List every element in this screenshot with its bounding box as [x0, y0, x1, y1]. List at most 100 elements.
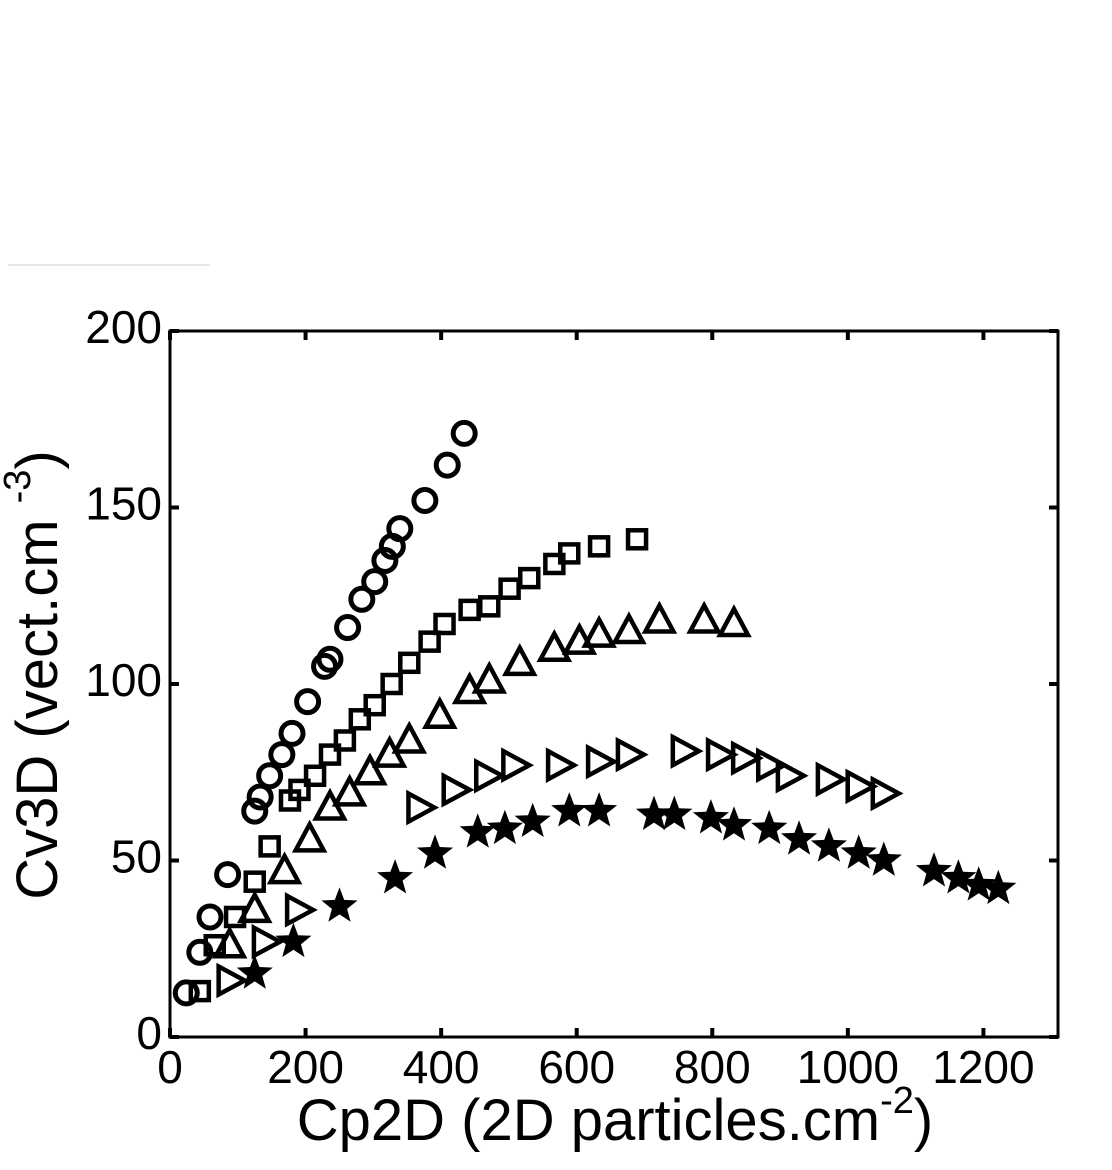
- x-label-end: ): [914, 1088, 933, 1153]
- square-point: [433, 612, 456, 636]
- right-triangle-point: [473, 758, 507, 794]
- square-point: [380, 672, 403, 696]
- x-label-sup: -2: [880, 1080, 914, 1122]
- star-point: [321, 887, 358, 922]
- circle-point: [256, 762, 284, 790]
- star-point: [459, 813, 496, 848]
- star-point: [377, 859, 414, 894]
- circle-point: [411, 486, 439, 514]
- square-point: [333, 729, 357, 752]
- right-triangle-point: [775, 758, 809, 794]
- star-point: [656, 795, 693, 830]
- circle-point: [334, 614, 362, 642]
- circle-point: [433, 451, 461, 479]
- x-tick-label: 800: [674, 1041, 751, 1093]
- square-point: [188, 979, 212, 1003]
- x-tick-label: 0: [157, 1041, 183, 1093]
- star-point: [275, 922, 312, 958]
- right-triangle-point: [284, 892, 318, 928]
- circle-point: [348, 585, 376, 613]
- star-point: [486, 809, 523, 845]
- triangle-point: [536, 628, 573, 662]
- square-point: [318, 743, 342, 766]
- square-point: [518, 566, 541, 590]
- circle-point: [316, 645, 344, 673]
- square-point: [348, 708, 372, 731]
- circle-point: [241, 797, 269, 825]
- star-point: [840, 834, 877, 869]
- square-point: [625, 528, 649, 551]
- star-point: [692, 799, 729, 834]
- star-point: [940, 859, 977, 894]
- triangle-point: [291, 819, 328, 853]
- right-triangle-point: [670, 733, 704, 769]
- triangle-point: [331, 773, 368, 807]
- y-axis-label: Cv3D (vect.cm -3): [0, 450, 70, 900]
- right-triangle-point: [815, 761, 849, 798]
- star-point: [810, 827, 847, 862]
- right-triangle-point: [755, 747, 789, 783]
- star-point: [980, 869, 1017, 905]
- x-label-text: Cp2D (2D particles.cm: [297, 1088, 880, 1153]
- plot-frame: [168, 329, 1060, 1039]
- triangle-point: [686, 600, 722, 634]
- right-triangle-point: [615, 736, 649, 773]
- right-triangle-point: [845, 768, 879, 805]
- y-tick-label: 150: [85, 478, 162, 530]
- y-label-text: Cv3D (vect.cm: [5, 503, 70, 899]
- y-tick-label: 0: [136, 1007, 162, 1059]
- square-point: [398, 651, 421, 675]
- triangle-point: [471, 660, 508, 694]
- circle-point: [386, 515, 414, 543]
- star-point: [915, 852, 952, 887]
- right-triangle-point: [545, 747, 579, 783]
- star-point: [236, 954, 273, 989]
- triangle-point: [502, 643, 538, 677]
- square-point: [458, 598, 481, 622]
- y-tick-label: 100: [85, 654, 162, 706]
- y-tick-label: 200: [85, 301, 162, 353]
- triangle-point: [581, 614, 617, 648]
- triangle-point: [422, 696, 458, 730]
- x-tick-label: 600: [538, 1041, 615, 1093]
- square-point: [418, 630, 441, 653]
- star-point: [417, 834, 454, 869]
- circle-point: [268, 741, 296, 769]
- x-tick-label: 1200: [932, 1041, 1034, 1093]
- circle-point: [172, 979, 200, 1007]
- star-point: [514, 802, 551, 837]
- circle-point: [450, 419, 478, 447]
- square-point: [478, 595, 501, 618]
- right-triangle-point: [730, 740, 764, 776]
- star-point: [635, 795, 673, 830]
- right-triangle-point: [406, 789, 440, 826]
- triangle-point: [391, 720, 428, 754]
- square-point: [587, 535, 611, 558]
- square-point: [258, 835, 281, 858]
- star-point: [960, 866, 997, 901]
- triangle-point: [611, 611, 647, 645]
- right-triangle-point: [585, 743, 619, 780]
- circle-point: [214, 861, 242, 889]
- triangle-point: [211, 925, 248, 959]
- right-triangle-point: [251, 923, 285, 960]
- star-point: [781, 820, 818, 855]
- triangle-point: [236, 890, 273, 924]
- y-label-end: ): [5, 450, 70, 469]
- x-axis-label: Cp2D (2D particles.cm-2): [297, 1080, 934, 1153]
- triangle-point: [641, 600, 678, 634]
- star-point: [581, 792, 618, 827]
- triangle-point: [716, 604, 752, 638]
- square-point: [363, 693, 386, 717]
- right-triangle-point: [870, 775, 904, 812]
- right-triangle-point: [216, 962, 250, 999]
- star-point: [751, 809, 788, 845]
- circle-point: [294, 688, 322, 716]
- square-point: [558, 542, 581, 565]
- right-triangle-point: [501, 747, 535, 783]
- triangle-point: [352, 752, 388, 786]
- right-triangle-point: [705, 736, 739, 773]
- x-tick-label: 400: [403, 1041, 480, 1093]
